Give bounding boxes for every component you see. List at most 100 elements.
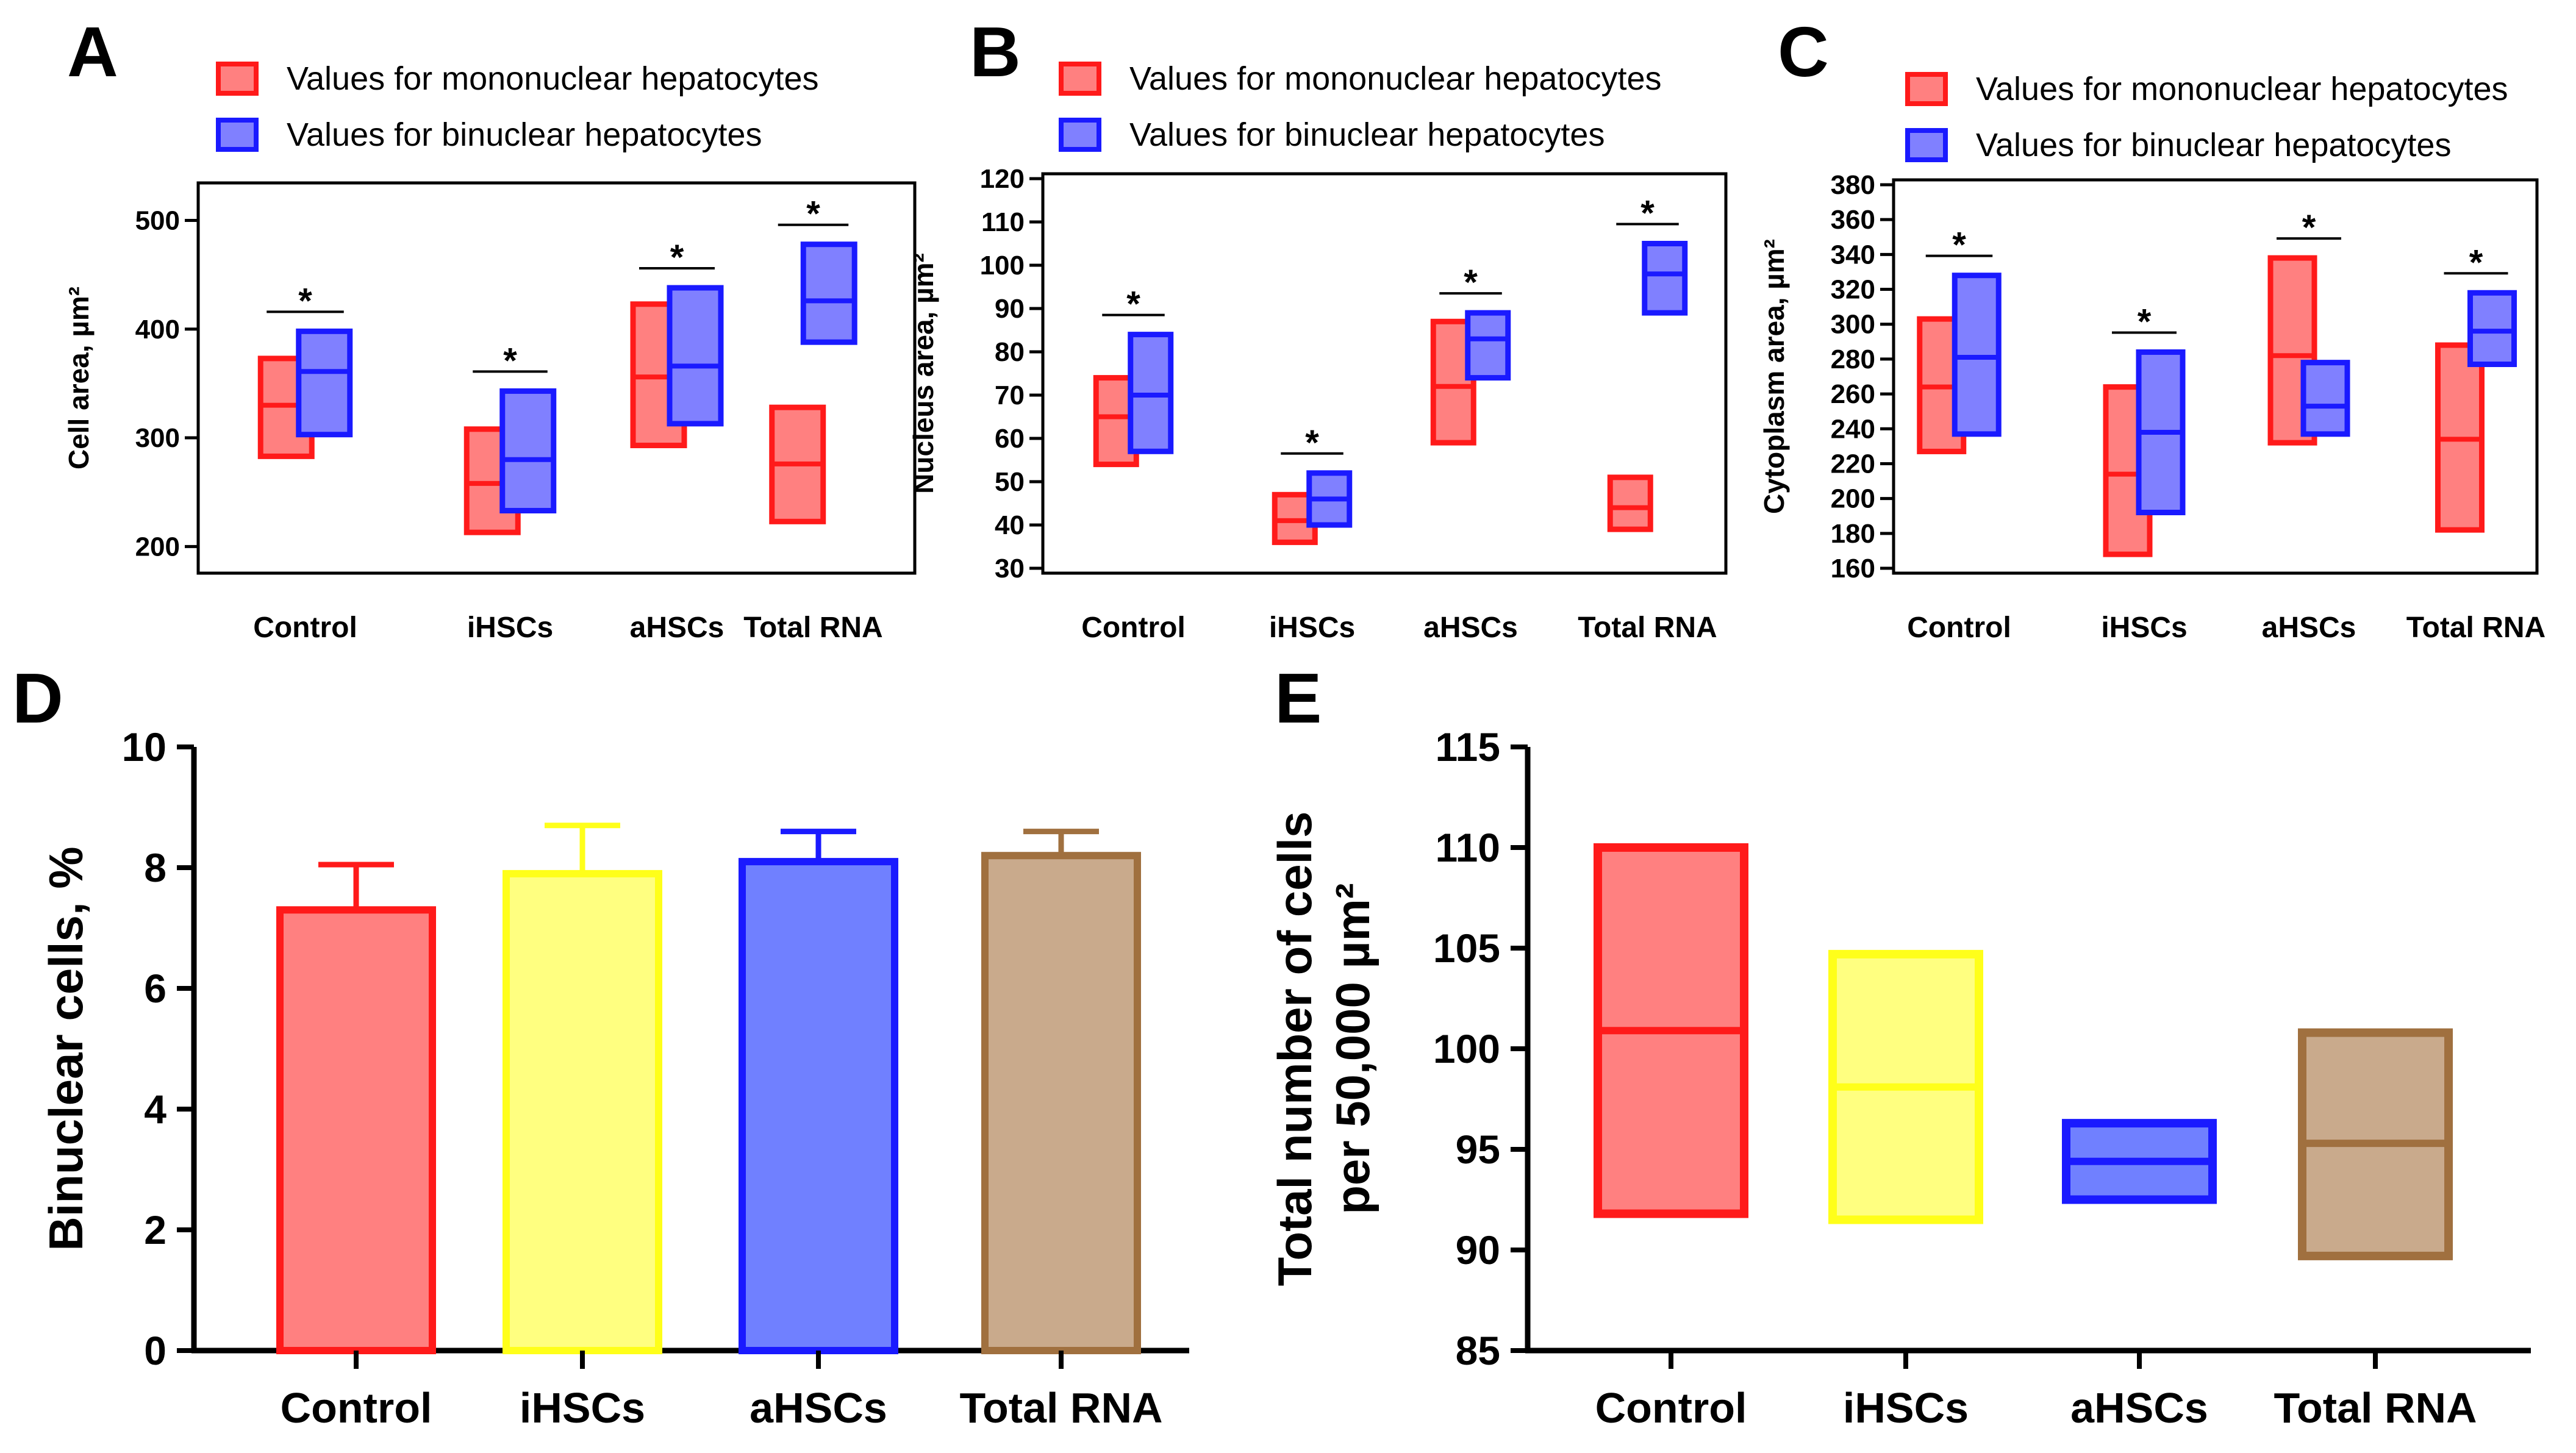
bar-control: [276, 906, 436, 1355]
y-tick-label: 95: [1456, 1127, 1500, 1172]
significance-star: *: [1126, 285, 1140, 324]
y-tick-label: 180: [1831, 519, 1875, 549]
panel-d: D 0 2 4 6 8 10 Binuclear cells, % Control iHSCs aH…: [12, 659, 1189, 1432]
y-tick-label: 70: [995, 380, 1025, 410]
panel-label: C: [1778, 12, 1829, 91]
y-tick-label: 320: [1831, 275, 1875, 305]
category-label-ihscs: iHSCs: [1269, 612, 1355, 644]
legend-label-bi: Values for binuclear hepatocytes: [1976, 127, 2451, 163]
category-label-ihscs: iHSCs: [1843, 1384, 1969, 1432]
y-tick-label: 50: [995, 467, 1025, 497]
category-label-control: Control: [253, 612, 357, 644]
legend-swatch-bi: [1059, 118, 1101, 152]
panel-b: B 30 40 50 60 70 80 90 100 110 120 Nucleus area, µm…: [907, 12, 1728, 644]
y-tick-label: 100: [1433, 1026, 1500, 1071]
panel-label: D: [12, 659, 63, 738]
axis-frame: [1041, 172, 1728, 575]
y-tick-label: 4: [144, 1087, 166, 1132]
significance-star: *: [2469, 243, 2483, 282]
bars: Control iHSCs aHSCs Total RNA: [276, 823, 1163, 1432]
category-label-total-rna: Total RNA: [959, 1384, 1162, 1432]
y-axis-ticks: 85 90 95 100 105 110 115: [1433, 724, 1528, 1373]
y-tick-label: 300: [1831, 310, 1875, 340]
panel-a: A 200 300 400 500 Cell area, µm² Control iHSCs a…: [63, 12, 917, 644]
y-tick-label: 110: [1436, 825, 1500, 870]
panel-label: A: [67, 12, 118, 91]
bar-ihscs: [503, 869, 662, 1354]
y-tick-label: 60: [995, 424, 1025, 454]
boxes: * * * *: [257, 195, 857, 535]
category-label-ihscs: iHSCs: [2101, 612, 2187, 644]
category-label-ihscs: iHSCs: [467, 612, 553, 644]
legend-swatch-bi: [1905, 128, 1948, 162]
floating-bar-bi: [1465, 310, 1511, 381]
boxes: * * * *: [1917, 208, 2517, 557]
legend: Values for mononuclear hepatocytes Values…: [1059, 60, 1662, 153]
panel-label: E: [1275, 659, 1322, 738]
floating-bar-mono: [2267, 255, 2317, 446]
y-axis-ticks: 200 300 400 500: [135, 205, 198, 562]
category-label-ahscs: aHSCs: [1423, 612, 1518, 644]
y-tick-label: 280: [1831, 345, 1875, 374]
y-tick-label: 500: [135, 205, 180, 235]
significance-star: *: [1305, 423, 1319, 463]
significance-star: *: [503, 341, 517, 380]
category-label-ihscs: iHSCs: [520, 1384, 645, 1432]
y-axis-label-line2: per 50,000 µm²: [1326, 883, 1379, 1215]
axis-frame: [196, 181, 917, 575]
panel-label: B: [970, 12, 1021, 91]
floating-bar-bi: [2467, 290, 2517, 367]
category-label-control: Control: [1081, 612, 1186, 644]
y-tick-label: 90: [1456, 1227, 1500, 1273]
category-label-total-rna: Total RNA: [743, 612, 882, 644]
category-label-control: Control: [1907, 612, 2011, 644]
legend-label-mono: Values for mononuclear hepatocytes: [287, 60, 819, 97]
bar-total-rna: [981, 852, 1141, 1354]
significance-star: *: [670, 238, 684, 277]
axis-frame: [1892, 178, 2539, 575]
category-label-ahscs: aHSCs: [630, 612, 724, 644]
category-labels: Control iHSCs aHSCs Total RNA: [253, 612, 883, 644]
floating-bar-bi: [296, 328, 353, 438]
boxes: * * * *: [1093, 194, 1688, 545]
category-label-total-rna: Total RNA: [2274, 1384, 2477, 1432]
category-label-ahscs: aHSCs: [2262, 612, 2356, 644]
panel-e: E 85 90 95 100 105 110 115 Total number of cells…: [1268, 659, 2531, 1432]
legend-label-mono: Values for mononuclear hepatocytes: [1976, 71, 2508, 107]
legend-label-bi: Values for binuclear hepatocytes: [1129, 116, 1605, 153]
significance-star: *: [806, 195, 820, 234]
legend-swatch-mono: [216, 62, 259, 96]
y-tick-label: 400: [135, 315, 180, 345]
floating-bar-bi: [1642, 241, 1688, 316]
y-axis-label: Total number of cells per 50,000 µm²: [1268, 812, 1379, 1287]
y-tick-label: 8: [144, 845, 166, 890]
y-axis-label: Cell area, µm²: [63, 287, 95, 469]
y-tick-label: 360: [1831, 205, 1875, 235]
y-tick-label: 200: [1831, 484, 1875, 514]
y-tick-label: 6: [144, 966, 166, 1011]
bar-ahscs: [739, 858, 898, 1354]
y-tick-label: 100: [980, 251, 1025, 280]
significance-star: *: [2138, 302, 2152, 341]
y-tick-label: 2: [144, 1207, 166, 1252]
y-axis-ticks: 160 180 200 220 240 260 280 300 320 340 360 380: [1831, 170, 1894, 584]
category-labels: Control iHSCs aHSCs Total RNA: [1081, 612, 1717, 644]
legend-swatch-bi: [216, 118, 259, 152]
legend: Values for mononuclear hepatocytes Values…: [216, 60, 819, 153]
boxes: Control iHSCs aHSCs Total RNA: [1594, 843, 2477, 1432]
category-label-control: Control: [281, 1384, 432, 1432]
y-axis-ticks: 30 40 50 60 70 80 90 100 110 120: [980, 164, 1043, 584]
legend-label-mono: Values for mononuclear hepatocytes: [1129, 60, 1662, 97]
significance-star: *: [298, 281, 312, 321]
y-axis-label: Binuclear cells, %: [39, 846, 93, 1251]
significance-star: *: [2302, 208, 2316, 248]
y-tick-label: 10: [122, 724, 166, 769]
y-tick-label: 240: [1831, 414, 1875, 444]
floating-bar-bi: [667, 285, 724, 427]
y-axis-label: Nucleus area, µm²: [907, 253, 939, 494]
significance-star: *: [1640, 194, 1655, 234]
category-label-total-rna: Total RNA: [1578, 612, 1717, 644]
y-tick-label: 160: [1831, 554, 1875, 584]
y-axis-ticks: 0 2 4 6 8 10: [122, 724, 194, 1373]
floating-bar-mono: [1607, 474, 1653, 532]
